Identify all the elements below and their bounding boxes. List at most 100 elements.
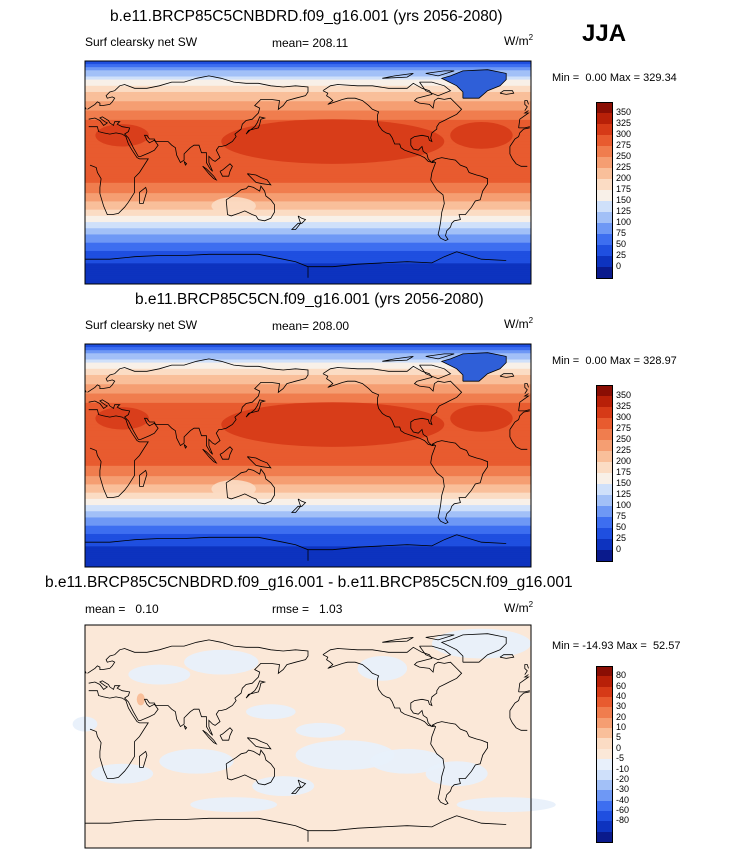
colorbar-segment — [596, 168, 612, 180]
colorbar-tick-label: 50 — [616, 522, 627, 532]
panel3-title: b.e11.BRCP85C5CNBDRD.f09_g16.001 - b.e11… — [45, 574, 573, 591]
colorbar-segment — [596, 686, 612, 698]
coastline — [322, 82, 463, 164]
zonal-band — [85, 488, 531, 492]
zonal-band — [85, 201, 531, 204]
coastline — [419, 645, 452, 661]
colorbar-border — [596, 385, 613, 562]
zonal-band — [85, 61, 531, 65]
coastline — [88, 409, 530, 498]
coastline — [202, 729, 218, 745]
negative-anomaly-region — [190, 797, 278, 813]
zonal-band — [85, 217, 531, 221]
atlantic-high-region — [450, 121, 513, 149]
colorbar-segment — [596, 473, 612, 485]
coastline — [382, 637, 414, 643]
coastline — [247, 456, 272, 469]
colorbar-tick-label: 325 — [616, 401, 632, 411]
australia-region — [211, 197, 256, 215]
panel1-max-label: Max = — [609, 72, 641, 84]
negative-anomaly-region — [425, 761, 488, 787]
zonal-band — [85, 474, 531, 477]
colorbar-segment — [596, 256, 612, 268]
zonal-band — [85, 505, 531, 508]
negative-anomaly-region — [159, 748, 234, 774]
zonal-band — [85, 463, 531, 467]
coastline — [499, 90, 515, 95]
zonal-band — [85, 457, 531, 461]
colorbar-segment — [596, 728, 612, 739]
panel2-title: b.e11.BRCP85C5CN.f09_g16.001 (yrs 2056-2… — [135, 291, 484, 308]
map-border — [84, 624, 532, 849]
zonal-band — [85, 228, 531, 231]
colorbar-segment — [596, 550, 612, 562]
zonal-band — [85, 248, 531, 252]
negative-anomaly-region — [252, 776, 315, 796]
colorbar-segment — [596, 440, 612, 452]
zonal-band — [85, 199, 531, 202]
map-border — [84, 343, 532, 568]
panel1-variable-label: Surf clearsky net SW — [85, 35, 198, 49]
greenland-region — [441, 69, 507, 99]
colorbar-tick-label: 60 — [616, 680, 627, 691]
zonal-band — [85, 250, 531, 254]
zonal-band — [85, 502, 531, 506]
panel3-max-value: 52.57 — [652, 640, 681, 652]
panel3-minmax: Min = -14.93 Max = 52.57 — [552, 640, 680, 652]
zonal-band — [85, 172, 531, 176]
zonal-band — [85, 91, 531, 96]
coastline — [382, 356, 414, 362]
panel3-min-value: -14.93 — [582, 640, 614, 652]
zonal-band — [85, 486, 531, 490]
panel3-rmse-value: 1.03 — [319, 602, 343, 616]
panel3-mean-value: 0.10 — [135, 602, 159, 616]
colorbar-tick-label: 0 — [616, 544, 622, 554]
coastline — [430, 721, 488, 806]
zonal-band — [85, 82, 531, 87]
zonal-band — [85, 232, 531, 235]
zonal-band — [85, 459, 531, 463]
zonal-band — [85, 195, 531, 198]
coastline — [87, 639, 530, 736]
zonal-band — [85, 461, 531, 465]
colorbar-segment — [596, 697, 612, 708]
panel3-units: W/m2 — [504, 600, 533, 615]
zonal-band — [85, 531, 531, 535]
zonal-band — [85, 472, 531, 475]
colorbar-tick-label: 225 — [616, 445, 632, 455]
zonal-band — [85, 213, 531, 217]
zonal-band — [85, 449, 531, 453]
zonal-band — [85, 467, 531, 471]
zonal-band — [85, 244, 531, 248]
zonal-band — [85, 116, 531, 121]
colorbar-tick-label: -5 — [616, 753, 625, 764]
colorbar-border — [596, 102, 613, 279]
colorbar-segment — [596, 748, 612, 760]
colorbar-tick-label: -20 — [616, 773, 630, 784]
colorbar-tick-label: -30 — [616, 784, 630, 795]
negative-anomaly-region — [295, 740, 395, 770]
panel1-min-label: Min = — [552, 72, 580, 84]
coastline — [322, 365, 463, 447]
panel1-colorbar: 350 325 300 275 250 225 200 175 150 125 100 75 50 25 0 — [596, 102, 631, 279]
coastline — [247, 173, 272, 186]
coastline — [382, 73, 414, 79]
colorbar-segment — [596, 190, 612, 202]
zonal-band — [85, 259, 531, 262]
zonal-band — [85, 482, 531, 485]
zonal-band — [85, 519, 531, 523]
colorbar-segment — [596, 201, 612, 213]
panel2-variable-label: Surf clearsky net SW — [85, 318, 198, 332]
colorbar-tick-label: 125 — [616, 489, 632, 499]
zonal-band — [85, 498, 531, 502]
zonal-band — [85, 350, 531, 354]
zonal-band — [85, 193, 531, 196]
colorbar-segment — [596, 102, 612, 114]
zonal-band — [85, 356, 531, 360]
zonal-band — [85, 515, 531, 518]
panel1-map — [84, 60, 532, 285]
zonal-band — [85, 261, 531, 264]
zonal-band — [85, 378, 531, 382]
colorbar-segment — [596, 707, 612, 719]
coastline — [440, 352, 507, 382]
